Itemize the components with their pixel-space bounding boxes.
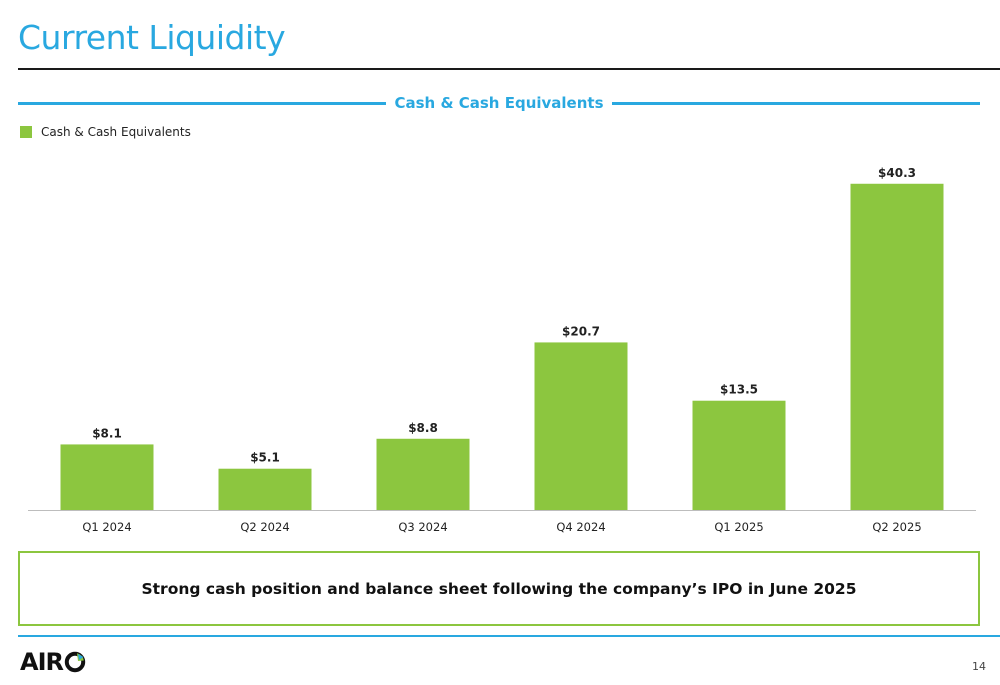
section-header-line-left [18,101,387,105]
footer-divider [18,635,1000,637]
x-tick-label: Q2 2025 [872,520,921,534]
x-tick-label: Q2 2024 [240,520,289,534]
x-tick-label: Q1 2024 [82,520,131,534]
bar-q1-2025 [692,400,786,510]
x-tick-label: Q3 2024 [398,520,447,534]
bar-value-label: $8.8 [408,421,438,435]
bar-q2-2024 [218,468,312,510]
bar-q1-2024 [60,444,154,510]
page-title: Current Liquidity [18,18,286,57]
legend-label: Cash & Cash Equivalents [41,125,191,139]
bar-chart: $8.1 Q1 2024 $5.1 Q2 2024 $8.8 Q3 2024 $20.7 Q4… [28,166,976,534]
section-header: Cash & Cash Equivalents [18,92,980,114]
bar-value-label: $20.7 [562,324,600,338]
section-header-line-right [611,101,980,105]
title-divider [18,68,1000,70]
bar-value-label: $40.3 [878,166,916,180]
chart-legend: Cash & Cash Equivalents [20,125,191,139]
company-logo: AIR [20,650,86,674]
callout-box: Strong cash position and balance sheet f… [18,551,980,626]
bar-q3-2024 [376,438,470,510]
bar-q4-2024 [534,342,628,510]
bar-value-label: $13.5 [720,383,758,397]
section-title: Cash & Cash Equivalents [394,94,604,112]
page-number: 14 [972,660,986,673]
airo-o-logo-icon [64,651,86,673]
logo-wordmark: AIR [20,648,64,676]
bar-value-label: $5.1 [250,451,280,465]
bar-q2-2025 [850,183,944,510]
legend-swatch [20,126,32,138]
bar-value-label: $8.1 [92,426,122,440]
x-tick-label: Q1 2025 [714,520,763,534]
callout-text: Strong cash position and balance sheet f… [141,579,857,598]
x-tick-label: Q4 2024 [556,520,605,534]
